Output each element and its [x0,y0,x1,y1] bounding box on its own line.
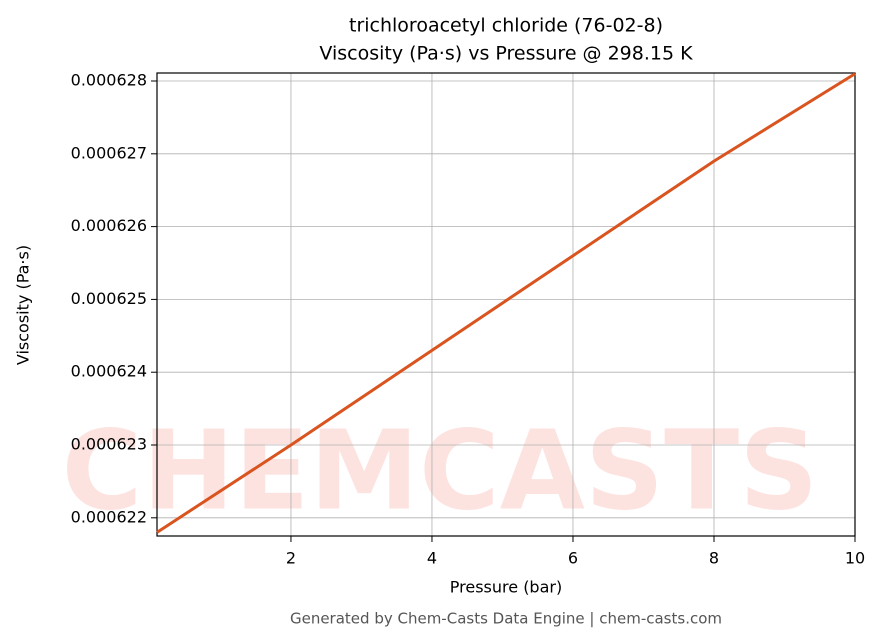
x-axis-label: Pressure (bar) [450,578,562,597]
y-tick-label: 0.000628 [71,71,147,90]
footer: Generated by Chem-Casts Data Engine | ch… [290,610,722,628]
y-tick-label: 0.000622 [71,507,147,526]
x-tick-label: 10 [845,549,865,568]
chart-title: trichloroacetyl chloride (76-02-8) [349,15,663,37]
x-tick-label: 4 [427,549,437,568]
plot-frame [156,72,856,537]
x-tick-label: 2 [286,549,296,568]
y-tick-label: 0.000625 [71,289,147,308]
x-tick-label: 8 [709,549,719,568]
y-tick-label: 0.000623 [71,435,147,454]
y-tick-label: 0.000624 [71,362,147,381]
y-tick-label: 0.000626 [71,216,147,235]
x-tick-label: 6 [568,549,578,568]
watermark: CHEMCASTS [62,406,819,534]
y-axis-label: Viscosity (Pa·s) [14,245,33,365]
data-line [156,72,856,534]
chart-subtitle: Viscosity (Pa·s) vs Pressure @ 298.15 K [319,43,693,65]
y-tick-label: 0.000627 [71,143,147,162]
